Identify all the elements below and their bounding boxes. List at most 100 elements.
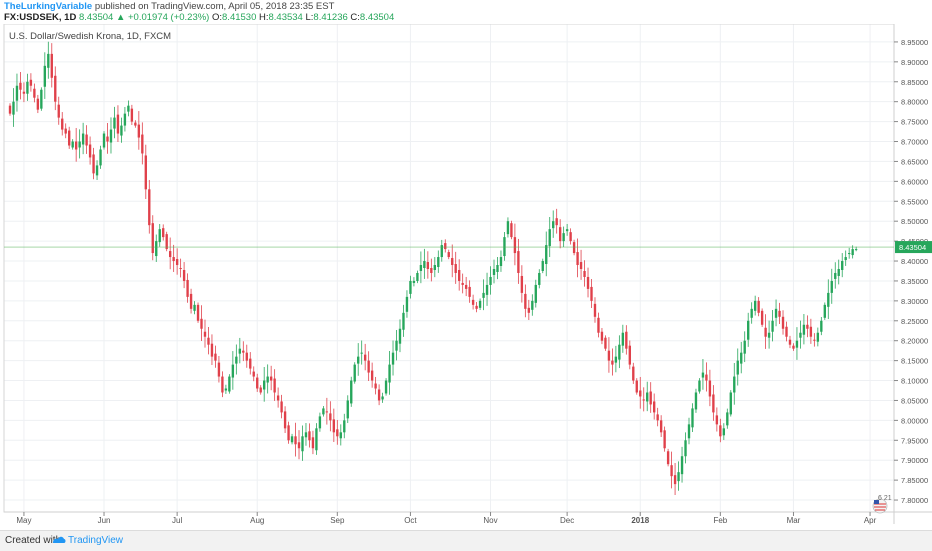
candle (552, 210, 555, 238)
candle (464, 276, 468, 297)
price-axis[interactable]: 8.95000 8.90000 8.85000 8.80000 8.75000 8.700… (894, 38, 928, 505)
candle-body (381, 396, 384, 400)
y-tick-label: 8.15000 (901, 357, 928, 366)
y-tick-label: 8.30000 (901, 297, 928, 306)
candle-body (604, 337, 607, 349)
candle-body (318, 416, 322, 429)
candle (283, 406, 287, 434)
candle-body (141, 134, 144, 154)
candle-body (71, 141, 74, 148)
candle (40, 87, 43, 111)
low-value: 8.41236 (313, 12, 348, 23)
candle-body (548, 229, 551, 247)
candle-body (642, 399, 645, 401)
candle-body (586, 276, 590, 289)
candle (437, 250, 440, 273)
candle-body (558, 227, 562, 242)
candle-body (569, 232, 572, 242)
candle (343, 413, 346, 439)
candle (639, 376, 642, 409)
candle-body (496, 265, 499, 272)
candle (499, 250, 503, 272)
candle (116, 105, 120, 142)
candle-body (482, 292, 485, 298)
y-tick-label: 8.60000 (901, 177, 928, 186)
candle-body (813, 339, 816, 341)
candle-body (736, 360, 739, 375)
candle (36, 94, 40, 114)
candle (423, 248, 426, 279)
candle-body (454, 264, 457, 273)
candle (353, 362, 356, 384)
y-tick-label: 8.65000 (901, 157, 928, 166)
candle (646, 381, 649, 412)
candle-body (802, 324, 806, 335)
candle (635, 378, 638, 395)
candle-body (471, 299, 475, 305)
y-tick-label: 8.85000 (901, 78, 928, 87)
candle-body (433, 265, 436, 270)
candle (409, 275, 412, 299)
candle (743, 331, 746, 363)
candle-body (517, 251, 520, 273)
author-link[interactable]: TheLurkingVariable (4, 1, 93, 12)
candle (151, 215, 154, 261)
candle (189, 288, 193, 314)
chart-area[interactable]: U.S. Dollar/Swedish Krona, 1D, FXCM 8.95… (0, 23, 932, 530)
candle (33, 83, 36, 103)
candle-body (398, 328, 402, 344)
candle (78, 129, 81, 159)
candle (809, 318, 813, 344)
candle (332, 408, 336, 443)
time-axis[interactable]: May Jun Jul Aug Sep Oct Nov Dec 2018 Feb Mar Apr (16, 512, 877, 525)
candle (388, 351, 391, 395)
candle (715, 407, 719, 432)
candle (604, 335, 607, 351)
candle (510, 220, 513, 240)
candle (92, 147, 95, 180)
candle-body (753, 300, 757, 311)
candle-body (430, 268, 433, 273)
candle-body (593, 303, 597, 317)
candle (214, 345, 217, 368)
candle-body (847, 253, 851, 255)
candle (837, 259, 840, 285)
candle-body (290, 436, 294, 443)
candle (113, 106, 116, 139)
grid (4, 24, 894, 512)
candle (670, 451, 673, 489)
candle-body (207, 337, 210, 345)
candle (548, 217, 551, 258)
candle-body (719, 425, 722, 437)
candle (207, 326, 210, 355)
candle-body (750, 308, 753, 318)
candle (85, 125, 88, 154)
candle (687, 417, 691, 445)
candle-body (844, 257, 847, 261)
candle-body (510, 223, 513, 238)
price-chart[interactable]: U.S. Dollar/Swedish Krona, 1D, FXCM 8.95… (0, 23, 932, 530)
candle (433, 257, 436, 278)
candle (600, 327, 604, 345)
candle-body (148, 189, 151, 226)
candle-body (287, 425, 290, 441)
candle (99, 145, 102, 169)
candle (621, 324, 625, 353)
candle (148, 179, 151, 234)
candle-body (419, 265, 423, 271)
x-tick-label: Aug (250, 516, 264, 525)
x-tick-label: Jun (98, 516, 111, 525)
candle-body (29, 79, 33, 86)
candle (137, 111, 141, 150)
candle (294, 422, 297, 457)
y-tick-label: 8.35000 (901, 277, 928, 286)
y-tick-label: 8.70000 (901, 138, 928, 147)
candle-body (562, 233, 565, 242)
candle (200, 305, 203, 341)
candle-body (597, 317, 600, 333)
footer: Created with TradingView (0, 530, 932, 551)
tradingview-logo-icon[interactable] (52, 534, 66, 546)
candle (607, 337, 611, 373)
tradingview-brand[interactable]: TradingView (68, 535, 124, 546)
candle-body (841, 261, 844, 270)
